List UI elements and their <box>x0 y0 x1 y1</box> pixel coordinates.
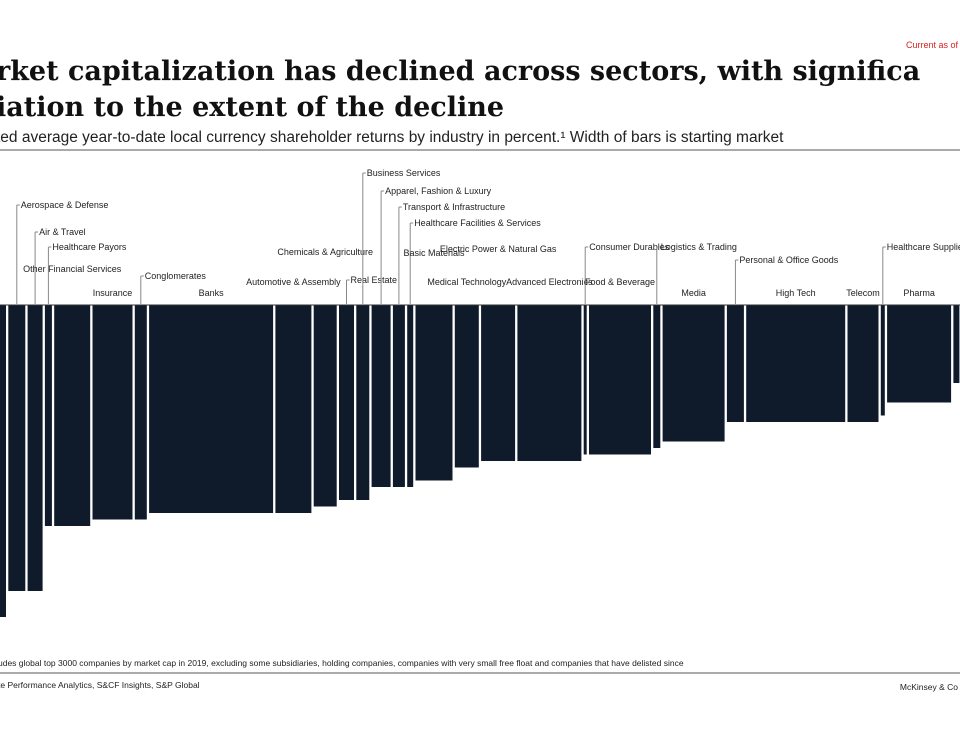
bar <box>54 305 91 526</box>
bar <box>583 305 587 455</box>
bar <box>8 305 26 591</box>
chart-title: iation to the extent of the decline <box>0 92 504 123</box>
bar <box>880 305 885 416</box>
category-label: Basic Materials <box>403 248 465 258</box>
category-label: Apparel, Fashion & Luxury <box>385 186 492 196</box>
brand: McKinsey & Co <box>900 682 958 692</box>
category-label: Transport & Infrastructure <box>403 202 505 212</box>
bar <box>415 305 453 481</box>
category-label: Media <box>681 288 706 298</box>
chart-title: rket capitalization has declined across … <box>0 56 920 87</box>
bar <box>44 305 52 526</box>
category-label: Consumer Durables <box>589 242 670 252</box>
category-label: Aerospace & Defense <box>21 200 109 210</box>
category-label: Healthcare Supplies & Distribution <box>887 242 960 252</box>
chart-subtitle: ted average year-to-date local currency … <box>0 129 784 146</box>
category-label: High Tech <box>776 288 816 298</box>
bar <box>454 305 479 468</box>
bar <box>653 305 661 448</box>
category-label: Medical Technology <box>427 277 506 287</box>
category-label: Healthcare Payors <box>52 242 127 252</box>
bar <box>746 305 846 422</box>
category-label: Pharma <box>903 288 935 298</box>
category-label: Air & Travel <box>39 227 86 237</box>
category-label: Personal & Office Goods <box>739 255 838 265</box>
bar <box>392 305 405 487</box>
bar <box>662 305 725 442</box>
category-label: Banks <box>199 288 225 298</box>
bar <box>371 305 391 487</box>
category-label: Automotive & Assembly <box>246 277 341 287</box>
category-label: Logistics & Trading <box>661 242 737 252</box>
category-label: Food & Beverage <box>585 277 655 287</box>
bar <box>726 305 744 422</box>
bar <box>953 305 960 383</box>
bar <box>481 305 516 461</box>
category-label: Electric Power & Natural Gas <box>440 244 557 254</box>
bar <box>517 305 582 461</box>
category-label: Conglomerates <box>145 271 207 281</box>
bar <box>27 305 43 591</box>
category-label: Other Financial Services <box>23 264 122 274</box>
source: te Performance Analytics, S&CF Insights,… <box>0 680 200 690</box>
bar <box>134 305 147 520</box>
bar <box>887 305 952 403</box>
bar <box>847 305 879 422</box>
footnote: udes global top 3000 companies by market… <box>0 658 684 668</box>
bar <box>0 305 6 617</box>
date-note: Current as of <box>906 40 959 50</box>
bar <box>407 305 414 487</box>
category-label: Healthcare Facilities & Services <box>414 218 541 228</box>
bar <box>589 305 651 455</box>
category-label: Insurance <box>93 288 133 298</box>
category-label: Real Estate <box>351 275 398 285</box>
category-label: Telecom <box>846 288 880 298</box>
bar <box>313 305 337 507</box>
bar <box>275 305 312 513</box>
bar <box>339 305 354 500</box>
category-label: Business Services <box>367 168 441 178</box>
bar <box>92 305 133 520</box>
bar <box>149 305 274 513</box>
category-label: Chemicals & Agriculture <box>277 247 373 257</box>
category-label: Advanced Electronics <box>506 277 593 287</box>
bar <box>356 305 370 500</box>
